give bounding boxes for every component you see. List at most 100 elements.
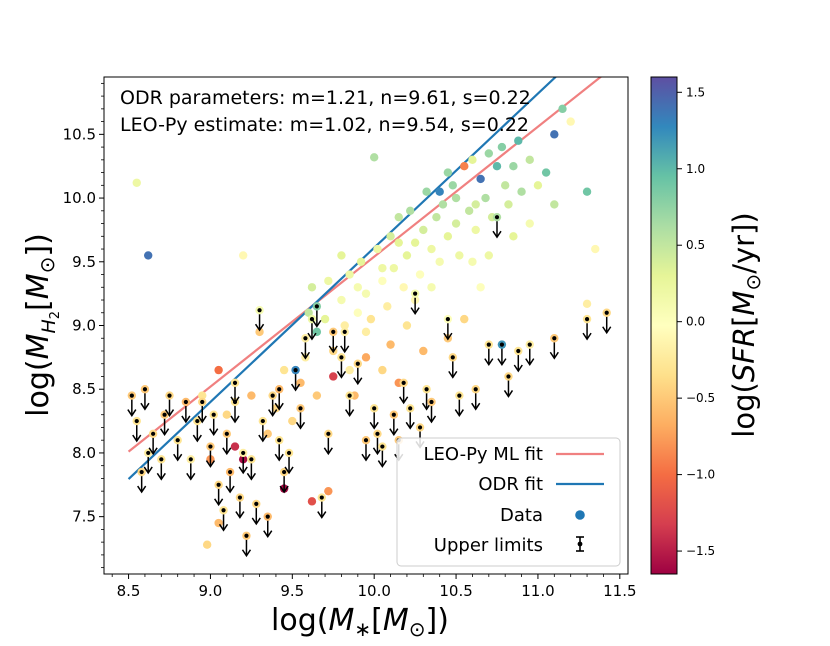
- data-point: [460, 162, 469, 171]
- data-point: [329, 372, 338, 381]
- x-tick-label: 10.5: [439, 582, 472, 600]
- x-tick-label: 9.5: [280, 582, 304, 600]
- colorbar-tick-label: 1.5: [686, 85, 705, 99]
- data-point: [410, 238, 420, 247]
- data-point: [378, 276, 387, 286]
- upper-limit-marker: [454, 391, 464, 417]
- upper-limit-marker: [336, 353, 347, 379]
- data-point: [438, 200, 448, 209]
- upper-limit-marker: [251, 499, 261, 526]
- upper-limit-marker: [263, 512, 273, 539]
- data-point: [383, 302, 392, 311]
- upper-limit-marker: [192, 416, 202, 443]
- data-point: [509, 162, 518, 171]
- data-point: [366, 314, 376, 324]
- data-point: [422, 187, 431, 196]
- data-point: [443, 232, 453, 241]
- upper-limit-marker: [369, 404, 379, 430]
- upper-limit-marker: [484, 340, 494, 366]
- colorbar: [650, 76, 678, 575]
- upper-limit-marker: [156, 455, 166, 481]
- y-tick-label: 9.0: [72, 317, 96, 335]
- upper-limit-marker: [290, 365, 301, 392]
- data-point: [373, 244, 382, 254]
- data-point: [451, 219, 461, 228]
- data-point: [307, 497, 317, 506]
- data-point: [427, 283, 436, 292]
- upper-limit-marker: [448, 353, 458, 379]
- data-point: [566, 117, 575, 126]
- data-point: [406, 206, 415, 216]
- data-point: [312, 327, 322, 337]
- legend-box: [396, 437, 621, 567]
- x-tick-label: 11.0: [521, 582, 554, 600]
- data-point: [389, 263, 399, 273]
- data-point: [394, 212, 403, 222]
- data-point: [132, 178, 141, 187]
- legend-label-leopy: LEO-Py ML fit: [424, 444, 543, 465]
- upper-limit-marker: [137, 467, 147, 494]
- upper-limit-marker: [235, 493, 245, 519]
- colorbar-tick-label: −1.0: [686, 468, 715, 482]
- data-point: [361, 353, 371, 362]
- upper-limit-marker: [186, 455, 196, 481]
- data-point: [455, 251, 464, 260]
- upper-limit-marker: [340, 327, 350, 354]
- data-point: [500, 181, 510, 190]
- data-point: [514, 136, 523, 145]
- data-point: [471, 225, 480, 235]
- data-point: [468, 155, 477, 165]
- upper-limit-marker: [353, 359, 363, 386]
- data-point: [230, 442, 240, 451]
- upper-limit-marker: [377, 442, 387, 468]
- data-point: [304, 308, 313, 317]
- upper-limit-marker: [132, 416, 142, 443]
- legend-label-data: Data: [500, 505, 543, 526]
- y-axis-label: log(MH2[M⊙]): [21, 233, 63, 417]
- data-point: [353, 308, 363, 317]
- data-point: [144, 251, 153, 260]
- data-point: [484, 149, 494, 158]
- upper-limit-marker: [602, 308, 612, 335]
- upper-limit-marker: [361, 435, 371, 462]
- upper-limit-marker: [372, 429, 383, 456]
- data-point: [591, 244, 600, 254]
- upper-limit-marker: [214, 480, 224, 507]
- data-point: [402, 251, 412, 260]
- data-point: [378, 263, 387, 273]
- legend-marker-upper-limit: [576, 536, 584, 552]
- data-point: [288, 416, 297, 426]
- data-point: [435, 187, 444, 196]
- colorbar-tick-label: 1.0: [686, 162, 705, 176]
- data-point: [214, 518, 223, 528]
- data-point: [415, 270, 425, 279]
- data-point: [550, 200, 559, 209]
- y-axis: 7.5 8.0 8.5 9.0 9.5 10.0 10.5: [63, 82, 104, 569]
- upper-limit-marker: [279, 467, 289, 494]
- data-point: [386, 340, 395, 349]
- data-point: [361, 327, 371, 337]
- data-point: [394, 238, 403, 247]
- data-point: [509, 232, 518, 241]
- upper-limit-marker: [492, 212, 502, 239]
- data-point: [324, 486, 333, 496]
- upper-limit-marker: [513, 346, 523, 373]
- data-point: [345, 270, 354, 279]
- upper-limit-marker: [295, 404, 306, 430]
- data-point: [517, 187, 526, 196]
- fit-line-0: [127, 77, 603, 453]
- data-point: [255, 327, 264, 337]
- data-point: [582, 299, 592, 309]
- data-point: [471, 200, 480, 209]
- colorbar-axis: −1.5 −1.0 −0.5 0.0 0.5 1.0 1.5: [677, 85, 715, 558]
- data-point: [353, 283, 363, 292]
- data-point: [533, 181, 543, 190]
- upper-limit-marker: [503, 372, 514, 398]
- data-point: [435, 257, 444, 266]
- data-point: [312, 391, 322, 400]
- data-point: [481, 193, 490, 203]
- upper-limit-marker: [197, 397, 207, 424]
- annotation-leopy: LEO-Py estimate: m=1.02, n=9.54, s=0.22: [120, 114, 529, 136]
- data-point: [378, 365, 387, 375]
